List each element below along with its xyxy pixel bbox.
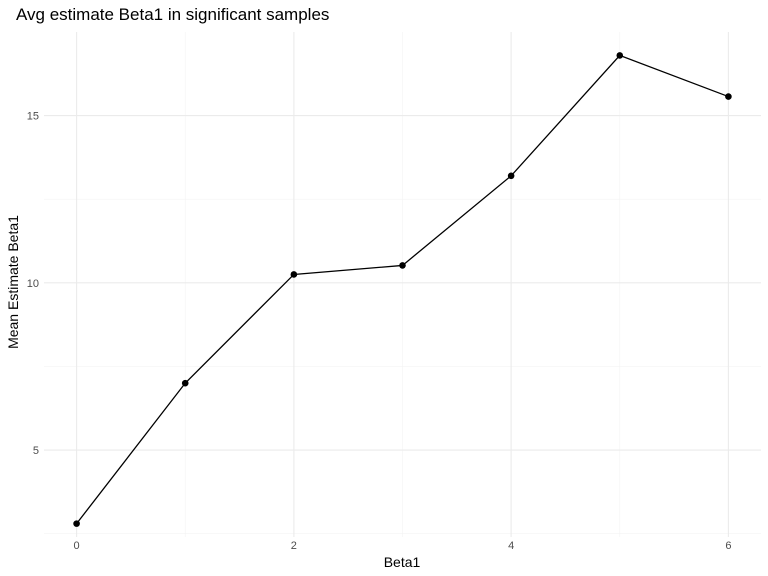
data-point (399, 262, 406, 269)
data-point (290, 271, 298, 278)
data-point (73, 520, 80, 527)
y-tick-label: 15 (27, 111, 39, 123)
x-tick-label: 4 (508, 540, 514, 552)
data-points (73, 52, 732, 527)
y-tick-label: 5 (33, 445, 39, 457)
x-axis-title: Beta1 (384, 554, 421, 570)
data-point (181, 379, 189, 387)
y-axis-ticks: 5 10 15 (27, 111, 39, 457)
grid (44, 32, 761, 537)
data-point (725, 93, 732, 100)
y-tick-label: 10 (27, 278, 39, 290)
x-tick-label: 2 (291, 540, 297, 552)
y-axis-title: Mean Estimate Beta1 (5, 215, 21, 349)
x-tick-label: 6 (725, 540, 731, 552)
chart-title: Avg estimate Beta1 in significant sample… (16, 5, 329, 24)
x-tick-label: 0 (74, 540, 80, 552)
data-point (507, 172, 515, 180)
x-axis-ticks: 0 2 4 6 (74, 540, 732, 552)
data-point (616, 52, 624, 59)
